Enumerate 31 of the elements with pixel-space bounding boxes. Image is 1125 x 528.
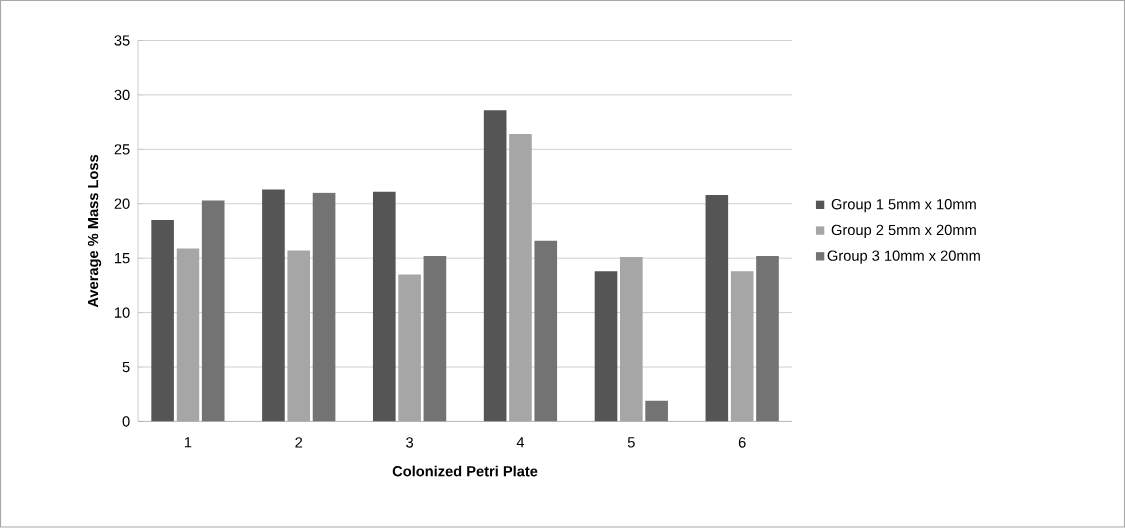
y-tick-label: 30 bbox=[114, 89, 130, 101]
y-tick-label: 0 bbox=[122, 416, 130, 427]
y-tick-label: 15 bbox=[115, 253, 130, 264]
bar bbox=[372, 191, 396, 422]
legend-label: Group 1 5mm x 10mm bbox=[831, 199, 976, 213]
bar bbox=[423, 256, 447, 422]
x-tick-label: 4 bbox=[516, 437, 525, 448]
x-tick-label: 6 bbox=[738, 437, 746, 448]
legend-label: Group 2 5mm x 20mm bbox=[831, 224, 976, 239]
bar bbox=[594, 271, 618, 422]
bar bbox=[756, 256, 779, 422]
y-tick-label: 25 bbox=[114, 144, 130, 155]
bar bbox=[483, 110, 507, 422]
x-tick-label: 2 bbox=[295, 437, 303, 448]
x-tick-label: 3 bbox=[406, 437, 414, 448]
bar bbox=[201, 200, 225, 422]
legend-label: Group 3 10mm x 20mm bbox=[827, 250, 980, 264]
y-tick-label: 5 bbox=[122, 362, 130, 373]
bar bbox=[645, 400, 668, 422]
y-tick-label: 10 bbox=[115, 307, 130, 319]
x-tick-label: 1 bbox=[184, 437, 192, 448]
y-tick-label: 20 bbox=[114, 198, 130, 210]
x-tick-label: 5 bbox=[627, 437, 635, 448]
y-axis-title: Average % Mass Loss bbox=[87, 155, 102, 308]
y-tick-label: 35 bbox=[114, 35, 130, 46]
bar bbox=[262, 189, 285, 422]
bar bbox=[312, 193, 336, 422]
bar bbox=[534, 240, 558, 422]
bar bbox=[151, 220, 174, 422]
x-axis-title: Colonized Petri Plate bbox=[392, 465, 538, 477]
bar bbox=[705, 195, 729, 422]
